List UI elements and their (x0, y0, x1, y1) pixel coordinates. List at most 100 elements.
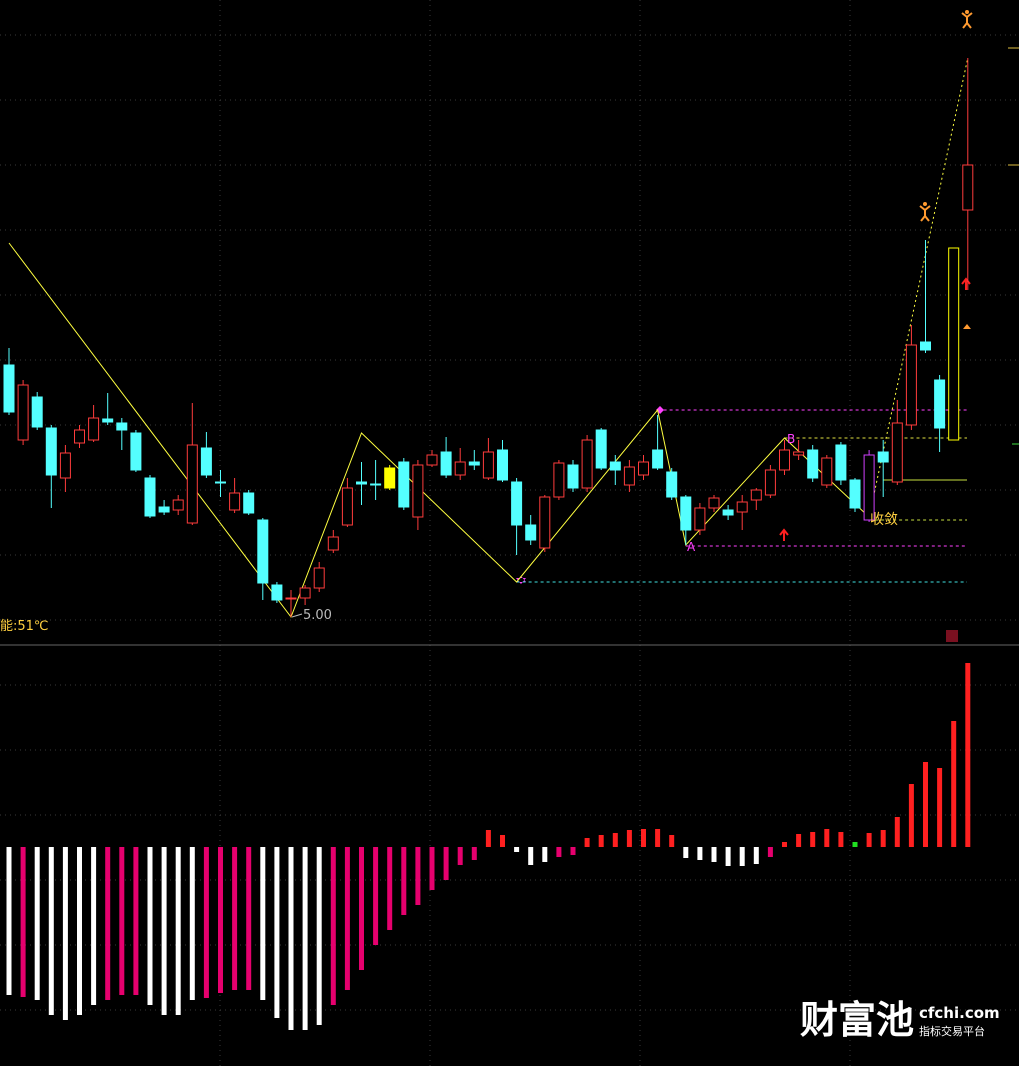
candle-body (74, 429, 85, 444)
histogram-bar (62, 847, 68, 1020)
histogram-bar (133, 847, 139, 995)
histogram-bar (119, 847, 125, 995)
histogram-bar (782, 842, 787, 847)
watermark-site: cfchi.com (919, 1004, 1000, 1022)
candle-body (440, 451, 452, 476)
histogram-bar (711, 847, 717, 862)
histogram-bar (485, 830, 491, 847)
candle-body (243, 492, 255, 514)
candle-body (130, 432, 142, 471)
candle-body (3, 364, 15, 413)
histogram-bar (34, 847, 40, 1000)
candle-body (88, 417, 100, 441)
candle-body (835, 444, 847, 481)
histogram-bar (626, 830, 632, 847)
histogram-bar (274, 847, 280, 1018)
candle-body (821, 457, 833, 486)
histogram-bar (77, 847, 82, 1015)
candle-body (539, 496, 551, 549)
histogram-bar (203, 847, 209, 998)
candle-body (356, 481, 367, 485)
candle-body (595, 429, 607, 469)
up-arrow (779, 528, 789, 541)
candle-body (482, 451, 494, 479)
marker (963, 324, 971, 329)
histogram-bar (48, 847, 54, 1015)
candle-body (299, 587, 311, 599)
histogram-bar (246, 847, 252, 990)
histogram-bar (796, 834, 802, 847)
watermark-brand: 财富池 (800, 998, 914, 1042)
candle-body (948, 247, 960, 441)
histogram-bar (260, 847, 266, 1000)
histogram-bar (359, 847, 364, 970)
candle-body (229, 492, 241, 511)
candle-body (863, 454, 875, 521)
candle-body (764, 469, 776, 496)
histogram-bar (838, 832, 844, 847)
candle-body (877, 451, 889, 463)
candle-body (257, 519, 269, 584)
runner-icon (923, 202, 927, 206)
histogram-bar (669, 835, 675, 847)
candle-body (807, 449, 819, 479)
candle-body (31, 396, 43, 428)
candle-body (638, 461, 649, 476)
candle-body (694, 507, 706, 531)
candle-body (215, 481, 226, 484)
candle-body (313, 567, 325, 589)
zigzag-line (868, 57, 969, 518)
histogram-bar (457, 847, 463, 865)
histogram-bar (500, 835, 505, 847)
candle-body (553, 462, 565, 498)
candle-body (708, 497, 720, 509)
candle-body (525, 524, 537, 541)
candle-body (722, 509, 734, 516)
histogram-bar (725, 847, 731, 866)
histogram-bar (387, 847, 393, 930)
histogram-bar (316, 847, 322, 1025)
histogram-bar (161, 847, 167, 1015)
histogram-bar (951, 721, 957, 847)
histogram-bar (401, 847, 407, 915)
candle-body (779, 449, 790, 471)
flag-icon (946, 630, 958, 642)
histogram-bar (923, 762, 928, 847)
up-arrow (961, 277, 971, 290)
histogram-bar (373, 847, 379, 945)
histogram-bar (218, 847, 223, 993)
histogram-bar (20, 847, 26, 997)
histogram-bar (189, 847, 195, 1000)
histogram-bar (655, 829, 661, 847)
candle-body (793, 451, 805, 456)
histogram-bar (443, 847, 449, 880)
histogram-pane (6, 663, 971, 1030)
histogram-bar (683, 847, 689, 858)
histogram-bar (810, 832, 816, 847)
histogram-bar (105, 847, 111, 1000)
histogram-bar (542, 847, 548, 862)
candle-body (158, 506, 170, 513)
candle-body (370, 483, 382, 486)
histogram-bar (288, 847, 294, 1030)
histogram-bar (556, 847, 562, 857)
candle-body (468, 461, 480, 466)
candle-body (905, 344, 917, 426)
candle-body (341, 487, 353, 526)
candle-body (144, 477, 156, 517)
histogram-bar (908, 784, 914, 847)
histogram-bar (6, 847, 12, 995)
candle-body (285, 597, 297, 600)
histogram-bar (612, 833, 618, 847)
histogram-bar (584, 838, 590, 847)
histogram-bar (514, 847, 520, 852)
histogram-bar (471, 847, 477, 860)
candle-body (680, 496, 692, 531)
candle-body (172, 499, 184, 511)
candle-body (920, 341, 931, 351)
candle-body (454, 461, 466, 476)
candle-body (891, 422, 903, 483)
histogram-bar (429, 847, 435, 890)
candle-body (849, 479, 861, 509)
